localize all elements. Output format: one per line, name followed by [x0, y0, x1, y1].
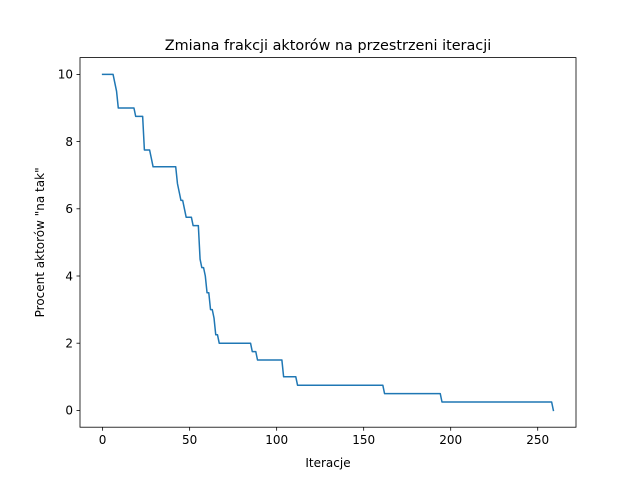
x-tick-label: 50 — [182, 433, 197, 447]
y-tick-label: 0 — [65, 404, 73, 418]
axes-frame — [79, 57, 577, 428]
y-tick-label: 10 — [58, 68, 73, 82]
x-axis-label: Iteracje — [305, 456, 350, 470]
y-tick-label: 4 — [65, 269, 73, 283]
x-tick-label: 150 — [352, 433, 375, 447]
x-tick-label: 0 — [99, 433, 107, 447]
chart-title: Zmiana frakcji aktorów na przestrzeni it… — [165, 38, 491, 54]
x-tick-label: 250 — [526, 433, 549, 447]
axis-ticks: 0 50 100 150 200 250 0 2 4 6 8 10 — [58, 68, 549, 448]
plot-area — [101, 73, 555, 412]
y-tick-label: 8 — [65, 135, 73, 149]
y-tick-label: 6 — [65, 202, 73, 216]
series-line-0 — [101, 73, 555, 412]
x-tick-label: 200 — [439, 433, 462, 447]
x-tick-label: 100 — [265, 433, 288, 447]
y-axis-label: Procent aktorów "na tak" — [33, 167, 47, 317]
y-tick-label: 2 — [65, 337, 73, 351]
